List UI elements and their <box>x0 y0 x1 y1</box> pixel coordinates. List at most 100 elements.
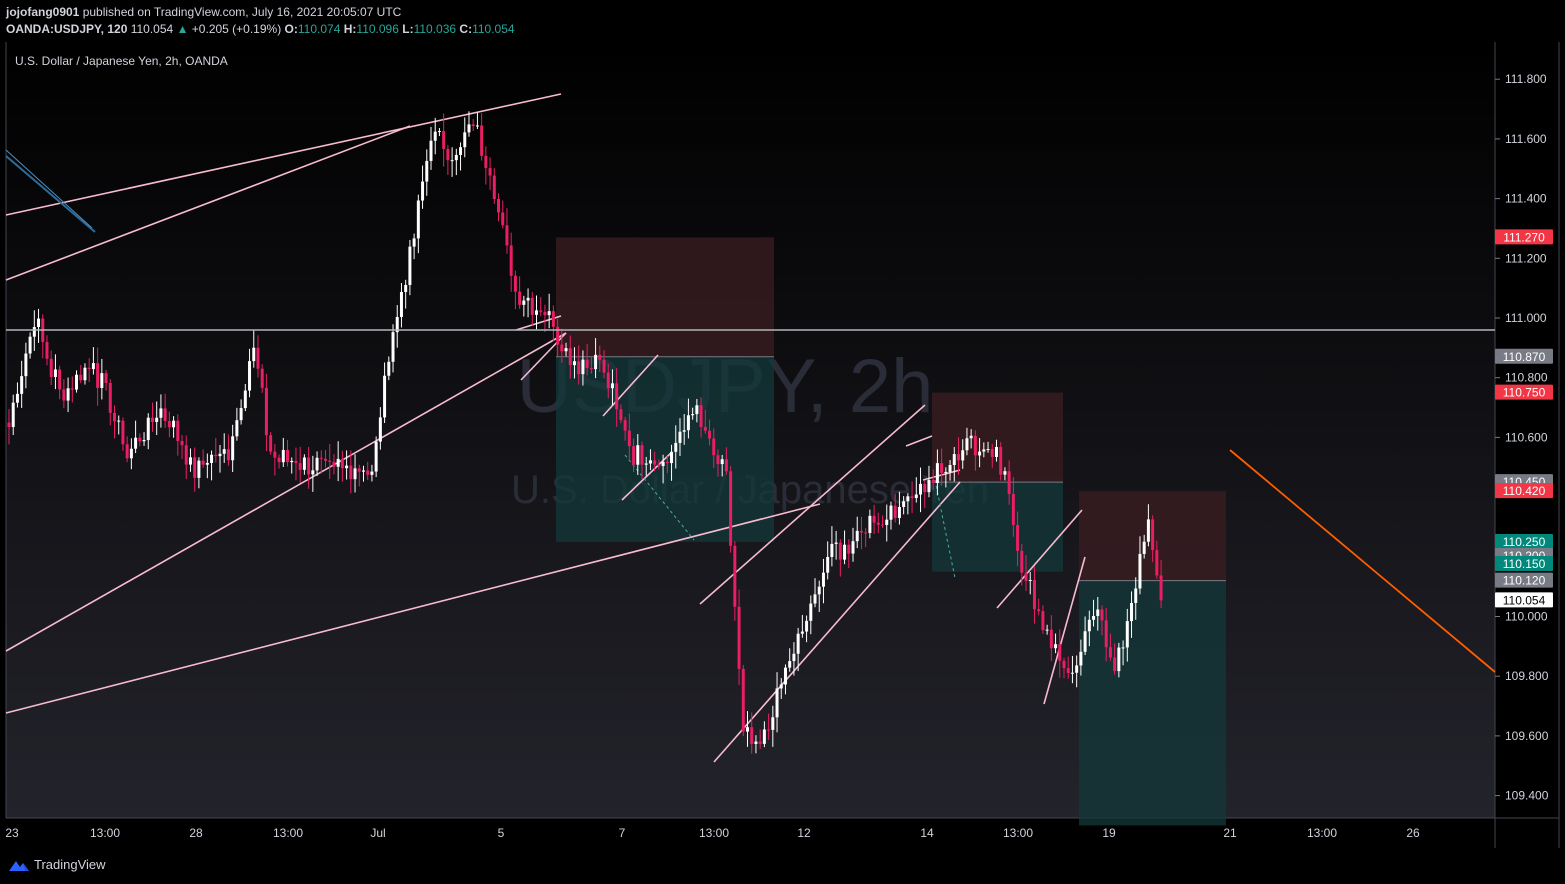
candle-body <box>674 442 678 452</box>
candle-body <box>1125 621 1129 648</box>
candle-body <box>598 354 602 360</box>
price-label: 110.150 <box>1503 557 1546 571</box>
candle-body <box>412 238 416 247</box>
candle-body <box>281 449 285 463</box>
candle-body <box>480 125 484 156</box>
candle-body <box>138 437 142 442</box>
candle-body <box>754 741 758 744</box>
candle-body <box>632 446 636 465</box>
candle-body <box>589 368 593 370</box>
candle-body <box>902 501 906 507</box>
candle-body <box>366 470 370 475</box>
candle-body <box>1049 629 1053 649</box>
candle-body <box>345 465 349 469</box>
candle-body <box>113 412 116 422</box>
candle-body <box>1028 579 1032 581</box>
candle-body <box>986 449 990 451</box>
candle-body <box>1037 609 1041 612</box>
candle-body <box>796 633 800 654</box>
close-value: 110.054 <box>472 22 515 36</box>
position-zones[interactable] <box>556 237 1226 826</box>
candle-body <box>1142 541 1146 554</box>
y-tick-label: 109.400 <box>1505 789 1549 803</box>
candle-body <box>294 460 298 464</box>
x-tick-label: 13:00 <box>1003 826 1033 840</box>
candle-body <box>708 430 712 439</box>
candle-body <box>505 225 509 246</box>
candle-body <box>615 383 619 410</box>
chart-area[interactable]: USDJPY, 2h U.S. Dollar / Japanese Yen 11… <box>0 42 1565 848</box>
candle-body <box>370 471 374 475</box>
x-tick-label: 12 <box>797 826 811 840</box>
price-chart[interactable]: USDJPY, 2h U.S. Dollar / Japanese Yen 11… <box>0 42 1565 848</box>
candle-body <box>53 369 57 377</box>
candle-body <box>539 310 543 312</box>
price-label: 110.120 <box>1503 574 1546 588</box>
x-tick-label: 23 <box>5 826 19 840</box>
candle-body <box>695 405 699 415</box>
candle-body <box>897 506 901 518</box>
candle-body <box>172 420 176 428</box>
candle-body <box>800 631 804 634</box>
candle-body <box>724 459 728 472</box>
candle-body <box>750 727 754 744</box>
candle-body <box>868 515 872 534</box>
candle-body <box>404 284 408 292</box>
candle-body <box>733 545 737 607</box>
candle-body <box>408 246 412 285</box>
x-tick-label: 13:00 <box>1307 826 1337 840</box>
y-tick-label: 111.600 <box>1505 132 1547 146</box>
candle-body <box>834 542 838 544</box>
candle-body <box>771 717 775 730</box>
last-price: 110.054 <box>130 22 174 36</box>
candle-body <box>357 468 361 472</box>
candle-body <box>121 420 125 445</box>
candle-body <box>729 471 733 546</box>
candle-body <box>58 369 62 390</box>
candle-body <box>1130 602 1134 622</box>
candle-body <box>1108 647 1112 658</box>
candle-body <box>648 460 652 464</box>
candle-body <box>948 464 952 472</box>
candle-body <box>999 446 1003 475</box>
candle-body <box>374 441 378 472</box>
position-zone <box>1079 580 1226 826</box>
x-tick-label: 13:00 <box>90 826 120 840</box>
open-label: O: <box>284 22 298 36</box>
y-tick-label: 109.800 <box>1505 669 1549 683</box>
candle-body <box>188 457 192 465</box>
candle-body <box>79 374 83 381</box>
candle-body <box>606 372 610 389</box>
trendline <box>905 435 933 447</box>
candle-body <box>1070 672 1074 674</box>
y-tick-label: 111.000 <box>1505 311 1547 325</box>
candle-body <box>235 420 239 437</box>
trendline <box>996 509 1083 609</box>
candle-body <box>969 435 973 439</box>
candle-body <box>467 124 471 133</box>
candle-body <box>32 327 36 337</box>
x-tick-label: 5 <box>498 826 505 840</box>
candle-body <box>311 470 315 475</box>
candle-body <box>49 358 53 377</box>
ohlc-readout: OANDA:USDJPY, 120 110.054 ▲ +0.205 (+0.1… <box>6 22 515 36</box>
candle-body <box>307 457 311 475</box>
candle-body <box>1121 647 1125 649</box>
time-axis[interactable]: 23 13:00 28 13:00 Jul 5 7 13:00 12 14 13:00 19 21 13:… <box>5 826 1420 840</box>
candle-body <box>24 353 28 377</box>
candle-body <box>1155 550 1159 576</box>
chart-header: jojofang0901 published on TradingView.co… <box>0 0 1565 42</box>
candle-body <box>1075 665 1079 673</box>
candle-body <box>7 422 11 428</box>
price-axis[interactable]: 111.800 111.600 111.400 111.200 111.000 110.8… <box>1495 72 1549 803</box>
candle-body <box>1117 647 1121 672</box>
tradingview-logo[interactable]: TradingView <box>8 857 106 872</box>
candle-body <box>433 131 437 141</box>
candle-body <box>509 245 513 276</box>
candle-body <box>821 572 825 587</box>
author-name[interactable]: jojofang0901 <box>6 5 80 19</box>
candle-body <box>855 530 859 542</box>
candle-body <box>572 361 576 366</box>
candle-body <box>15 393 19 403</box>
candle-body <box>20 376 24 394</box>
